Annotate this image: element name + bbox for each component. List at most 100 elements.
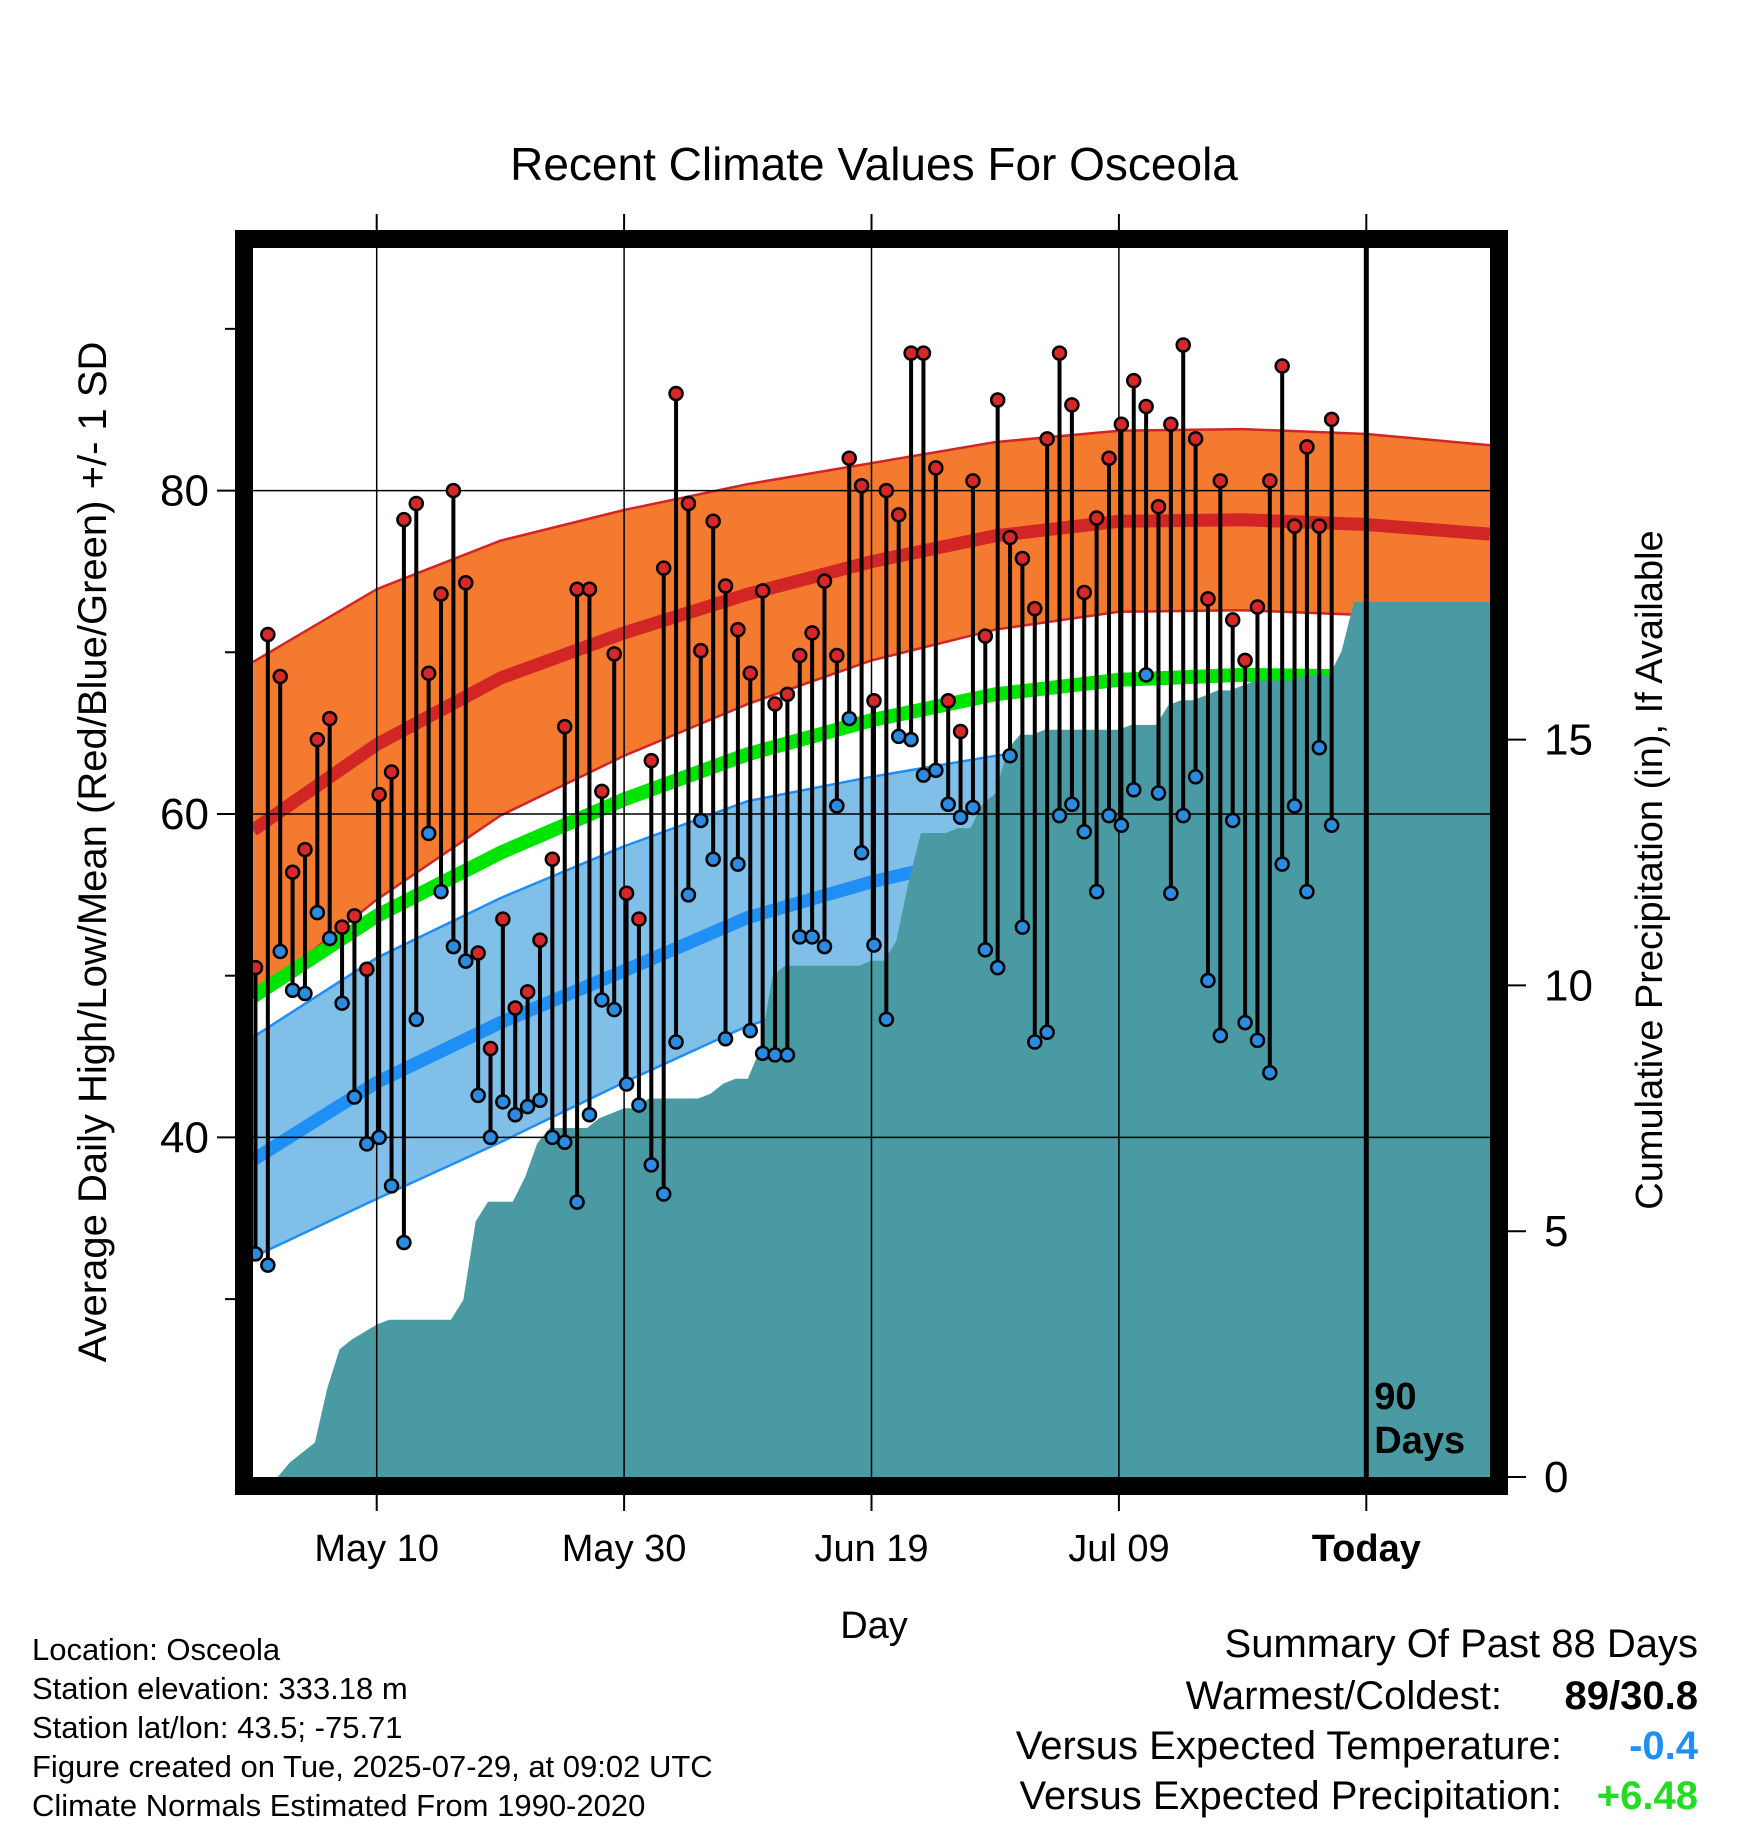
daily-high-point <box>420 665 437 682</box>
daily-low-point <box>1299 883 1315 900</box>
daily-high-point <box>878 482 895 499</box>
daily-low-point <box>594 992 610 1008</box>
daily-low-point <box>853 845 870 861</box>
daily-low-point <box>829 798 845 814</box>
daily-high-point <box>655 560 672 576</box>
daily-high-point <box>1076 584 1093 601</box>
footer-elevation: Station elevation: 333.18 m <box>32 1671 408 1706</box>
summary-temp-value: -0.4 <box>1629 1724 1698 1768</box>
daily-low-point <box>433 883 449 900</box>
daily-low-point <box>965 799 981 816</box>
daily-high-point <box>1249 599 1266 615</box>
daily-low-point <box>1237 1014 1253 1031</box>
summary-temp-label: Versus Expected Temperature: <box>1015 1724 1562 1768</box>
daily-low-point <box>742 1022 759 1039</box>
daily-low-point <box>495 1094 511 1110</box>
daily-low-point <box>717 1031 734 1047</box>
daily-low-point <box>581 1107 598 1123</box>
y-tick-label: 60 <box>160 790 209 839</box>
today-days-label-line: 90 <box>1374 1376 1416 1418</box>
daily-high-point <box>1262 473 1278 489</box>
daily-low-point <box>482 1129 499 1146</box>
daily-high-point <box>618 885 635 901</box>
daily-high-point <box>717 578 734 594</box>
daily-low-point <box>1125 781 1142 798</box>
daily-high-point <box>1274 358 1290 374</box>
daily-high-point <box>1237 652 1253 669</box>
plot-clip-group <box>253 248 1490 1477</box>
high-normal-band <box>253 429 1490 999</box>
daily-low-point <box>1163 885 1179 901</box>
daily-low-point <box>346 1089 363 1105</box>
daily-high-point <box>866 693 882 709</box>
daily-low-point <box>1027 1034 1043 1050</box>
footer-location: Location: Osceola <box>32 1632 281 1667</box>
daily-high-point <box>1200 591 1216 607</box>
daily-low-point <box>1101 807 1117 824</box>
daily-high-point <box>1150 498 1167 515</box>
daily-low-point <box>507 1107 523 1123</box>
daily-low-point <box>693 812 709 829</box>
daily-low-point <box>519 1098 536 1115</box>
daily-high-point <box>940 693 956 709</box>
today-days-label-line: Days <box>1374 1420 1465 1462</box>
daily-low-point <box>928 762 944 779</box>
daily-high-point <box>742 665 759 682</box>
daily-high-point <box>445 482 462 499</box>
daily-high-point <box>903 345 919 361</box>
today-days-label: 90 Days <box>1374 1376 1465 1462</box>
daily-high-point <box>346 908 363 924</box>
daily-low-point <box>952 809 969 825</box>
daily-low-point <box>754 1045 771 1062</box>
daily-high-point <box>482 1040 499 1057</box>
daily-high-point <box>1101 450 1117 466</box>
daily-high-point <box>952 723 969 740</box>
daily-high-point <box>396 511 412 528</box>
summary-warm-cold-value: 89/30.8 <box>1564 1674 1698 1718</box>
daily-high-point <box>253 959 264 976</box>
daily-low-point <box>569 1194 585 1210</box>
y2-tick-label: 10 <box>1544 961 1593 1010</box>
daily-high-point <box>643 752 660 769</box>
daily-low-point <box>1150 785 1167 801</box>
daily-low-point <box>272 943 288 960</box>
daily-high-point <box>408 495 425 512</box>
daily-high-point <box>458 574 474 591</box>
daily-high-point <box>928 460 944 476</box>
daily-high-point <box>792 647 808 664</box>
daily-low-point <box>878 1011 895 1028</box>
daily-high-point <box>890 507 907 523</box>
daily-low-point <box>866 937 882 953</box>
daily-low-point <box>643 1157 660 1173</box>
daily-low-point <box>1014 919 1031 935</box>
daily-low-point <box>915 767 932 783</box>
daily-high-point <box>767 696 783 712</box>
daily-high-point <box>297 841 313 858</box>
daily-high-point <box>581 581 598 597</box>
daily-low-point <box>1286 798 1303 814</box>
daily-high-point <box>915 345 932 361</box>
daily-low-point <box>1212 1027 1229 1044</box>
daily-low-point <box>321 930 338 947</box>
daily-high-point <box>693 642 709 659</box>
daily-high-point <box>272 668 288 685</box>
x-tick-label: Today <box>1312 1528 1421 1570</box>
daily-low-point <box>1039 1024 1055 1041</box>
daily-low-point <box>359 1136 375 1152</box>
daily-high-point <box>1051 345 1068 361</box>
daily-high-point <box>1088 510 1105 526</box>
chart-title: Recent Climate Values For Osceola <box>510 138 1238 190</box>
daily-high-point <box>1014 550 1031 567</box>
daily-low-point <box>470 1087 486 1104</box>
daily-high-point <box>705 513 721 530</box>
daily-low-point <box>445 938 462 955</box>
daily-high-point <box>334 919 350 935</box>
summary-warm-cold-label: Warmest/Coldest: <box>1185 1674 1502 1718</box>
daily-low-point <box>371 1129 387 1146</box>
daily-low-point <box>1002 748 1018 764</box>
daily-low-point <box>260 1257 276 1273</box>
daily-low-point <box>1113 817 1130 834</box>
daily-low-point <box>1051 807 1068 824</box>
summary-title: Summary Of Past 88 Days <box>1224 1622 1698 1666</box>
